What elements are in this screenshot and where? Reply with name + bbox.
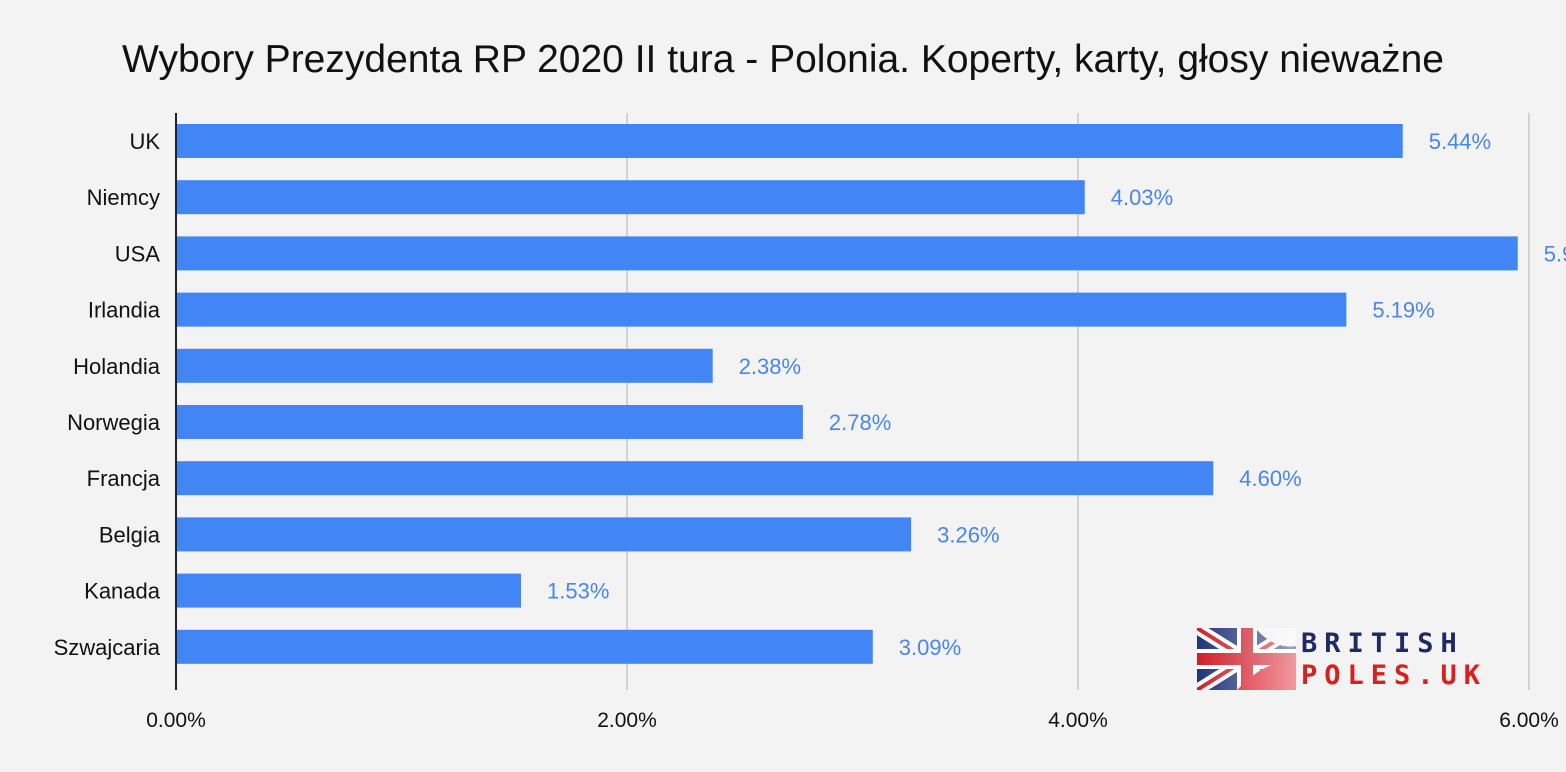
- logo-line-poles: POLES.UK: [1301, 660, 1488, 691]
- data-label: 4.03%: [1111, 185, 1173, 210]
- bars: [176, 124, 1518, 664]
- category-label: Szwajcaria: [54, 635, 161, 660]
- data-label: 5.19%: [1372, 298, 1434, 323]
- x-tick-label: 4.00%: [1048, 709, 1108, 732]
- data-label: 1.53%: [547, 579, 609, 604]
- data-label: 3.26%: [937, 522, 999, 547]
- logo-text: BRITISH POLES.UK: [1301, 628, 1487, 690]
- data-label: 2.78%: [829, 410, 891, 435]
- category-label: UK: [129, 129, 160, 154]
- category-label: Kanada: [84, 579, 161, 604]
- bar: [176, 573, 522, 608]
- category-label: Francja: [87, 466, 161, 491]
- category-label: Norwegia: [67, 410, 161, 435]
- data-label: 5.9: [1544, 241, 1566, 266]
- data-label: 3.09%: [899, 635, 961, 660]
- britishpoles-logo: BRITISH POLES.UK: [1197, 628, 1487, 690]
- data-label: 5.44%: [1429, 129, 1491, 154]
- category-label: USA: [115, 241, 161, 266]
- bar: [176, 292, 1347, 327]
- bar: [176, 348, 713, 383]
- category-label: Holandia: [73, 354, 161, 379]
- bar: [176, 461, 1214, 496]
- bar: [176, 405, 803, 439]
- x-tick-label: 2.00%: [597, 709, 657, 732]
- labels: 0.00% 2.00% 4.00% 6.00% UK 5.44% Niemcy 4.03% US…: [54, 129, 1566, 732]
- category-label: Niemcy: [87, 185, 160, 210]
- bar: [176, 124, 1403, 158]
- bar: [176, 517, 912, 552]
- bar: [176, 629, 873, 664]
- bar: [176, 180, 1085, 215]
- category-label: Irlandia: [88, 298, 161, 323]
- chart-title: Wybory Prezydenta RP 2020 II tura - Polo…: [122, 38, 1444, 81]
- x-tick-label: 6.00%: [1499, 709, 1559, 732]
- data-label: 4.60%: [1239, 466, 1301, 491]
- union-jack-poland-flag-icon: [1197, 628, 1296, 690]
- category-label: Belgia: [99, 522, 161, 547]
- bar: [176, 236, 1518, 271]
- data-label: 2.38%: [739, 354, 801, 379]
- logo-line-british: BRITISH: [1301, 628, 1464, 659]
- x-tick-label: 0.00%: [146, 709, 206, 732]
